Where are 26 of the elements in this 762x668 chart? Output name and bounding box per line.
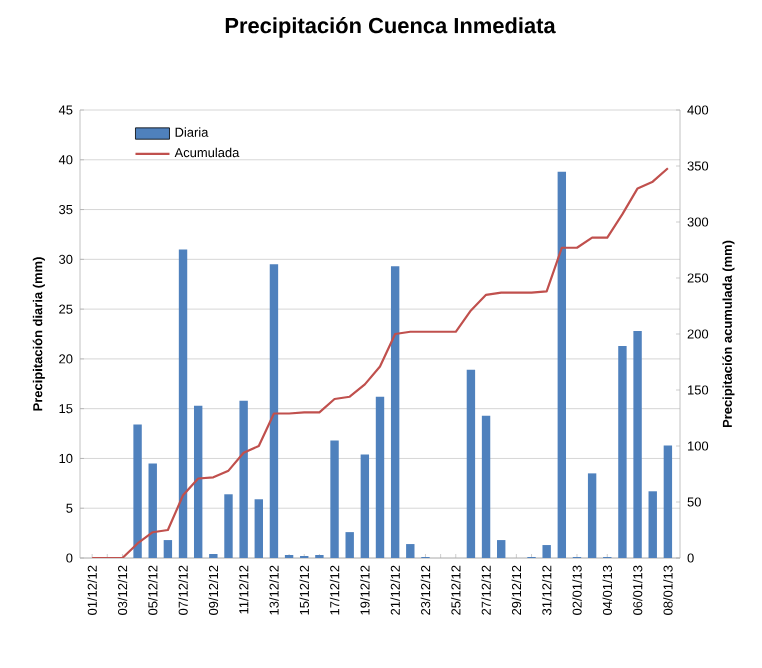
bar <box>360 454 370 558</box>
bar <box>224 494 233 558</box>
bar <box>390 266 400 558</box>
bar <box>587 473 597 558</box>
bar <box>497 540 506 558</box>
bar <box>375 396 385 558</box>
bar <box>557 171 567 558</box>
bar <box>148 463 157 558</box>
bar <box>542 545 551 558</box>
bar <box>618 345 627 558</box>
bar <box>466 369 476 558</box>
bar <box>330 440 339 558</box>
bar <box>648 491 657 558</box>
bar <box>406 544 415 558</box>
bar <box>269 264 279 558</box>
bar <box>193 405 203 558</box>
bar <box>239 400 248 558</box>
bar <box>254 499 263 558</box>
bar <box>163 540 173 558</box>
chart-title: Precipitación Cuenca Inmediata <box>225 17 556 38</box>
bar <box>663 445 673 558</box>
bar <box>178 249 188 558</box>
bar <box>481 415 491 558</box>
bar <box>133 424 142 558</box>
bar <box>633 331 642 558</box>
bar <box>345 532 354 558</box>
